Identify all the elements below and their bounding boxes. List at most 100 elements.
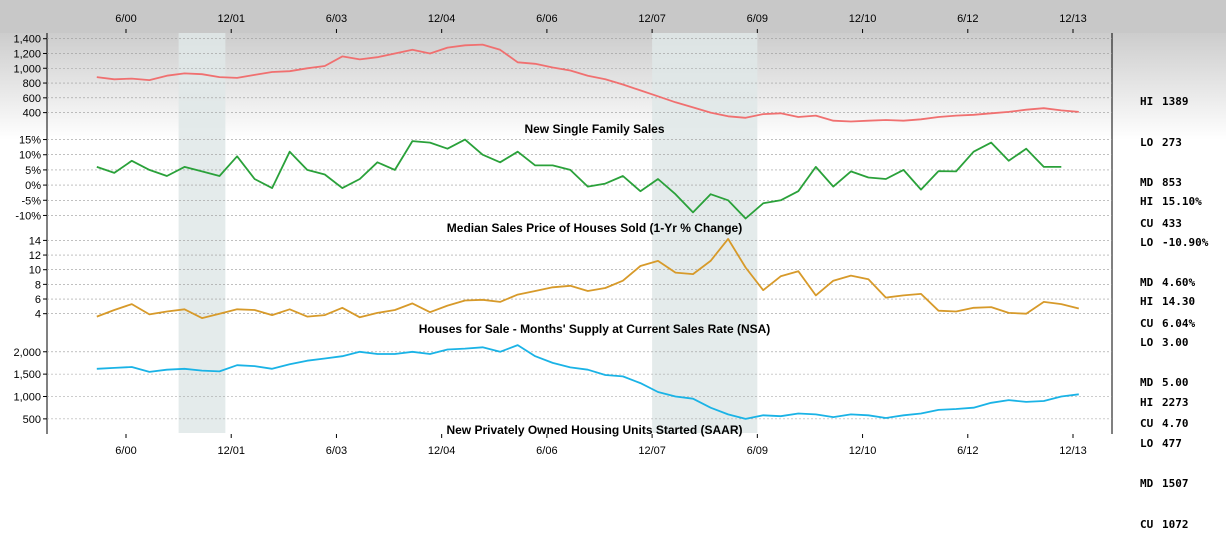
x-tick-label-top: 6/06 xyxy=(536,13,557,25)
x-tick-label-bottom: 12/13 xyxy=(1059,445,1087,457)
x-tick-label-bottom: 6/00 xyxy=(115,445,136,457)
y-tick-label: 5% xyxy=(25,165,41,177)
stat-value: 853 xyxy=(1162,176,1182,189)
x-tick-label-top: 6/00 xyxy=(115,13,136,25)
stat-hi: HI 15.10% xyxy=(1140,195,1226,209)
y-tick-label: 1,000 xyxy=(13,63,41,75)
chart-root: 6/00 6/00 12/01 12/01 6/03 6/03 12/04 12/04 6/06… xyxy=(0,0,1226,531)
stat-value: 1072 xyxy=(1162,517,1189,531)
stat-key: MD xyxy=(1140,276,1154,289)
x-tick-label-bottom: 12/10 xyxy=(849,445,877,457)
y-tick-label: -10% xyxy=(15,210,41,222)
stats-box-2: HI 15.10% LO -10.90% MD 4.60% CU 6.04% xyxy=(1140,168,1226,357)
stat-value: 477 xyxy=(1162,436,1182,450)
x-tick-label-top: 6/12 xyxy=(957,13,978,25)
stat-key: HI xyxy=(1140,396,1154,409)
top-axis-band xyxy=(0,0,1226,33)
stat-value: 14.30 xyxy=(1162,295,1196,308)
x-tick-label-bottom: 12/04 xyxy=(428,445,456,457)
series-line-3 xyxy=(96,237,1080,320)
x-tick-label-bottom: 6/03 xyxy=(326,445,347,457)
stat-cu: CU 1072 xyxy=(1140,518,1226,532)
stat-key: HI xyxy=(1140,295,1154,308)
stat-cu: CU 4.70 xyxy=(1140,417,1226,431)
y-tick-label: 800 xyxy=(23,78,41,90)
y-tick-label: 600 xyxy=(23,93,41,105)
stat-value: 3.00 xyxy=(1162,335,1189,349)
stat-value: 433 xyxy=(1162,216,1182,230)
stat-key: MD xyxy=(1140,176,1154,189)
stat-key: HI xyxy=(1140,95,1154,108)
y-tick-label: 10 xyxy=(29,265,41,277)
x-tick-label-top: 12/04 xyxy=(428,13,456,25)
panel-title: Median Sales Price of Houses Sold (1-Yr … xyxy=(447,221,742,235)
stat-value: 4.60% xyxy=(1162,276,1196,289)
y-tick-label: 15% xyxy=(19,135,41,147)
y-tick-label: 12 xyxy=(29,250,41,262)
stat-md: MD 5.00 xyxy=(1140,376,1226,390)
x-tick-label-bottom: 6/12 xyxy=(957,445,978,457)
stats-box-1: HI 1389 LO 273 MD 853 CU 433 xyxy=(1140,68,1226,257)
stat-md: MD 1507 xyxy=(1140,477,1226,491)
stat-key: LO xyxy=(1140,436,1154,450)
stat-value: -10.90% xyxy=(1162,235,1209,249)
stat-key: CU xyxy=(1140,216,1154,230)
stat-value: 273 xyxy=(1162,135,1182,149)
y-tick-label: 1,000 xyxy=(13,392,41,404)
stats-box-4: HI 2273 LO 477 MD 1507 CU 1072 xyxy=(1140,369,1226,558)
y-tick-label: 0% xyxy=(25,180,41,192)
x-tick-label-top: 12/01 xyxy=(217,13,245,25)
panel-title: New Privately Owned Housing Units Starte… xyxy=(446,423,742,437)
panel-title: New Single Family Sales xyxy=(524,122,664,136)
x-tick-label-bottom: 12/07 xyxy=(638,445,666,457)
stat-md: MD 853 xyxy=(1140,176,1226,190)
stat-key: CU xyxy=(1140,416,1154,430)
stat-cu: CU 6.04% xyxy=(1140,317,1226,331)
y-tick-label: 14 xyxy=(29,235,41,247)
stat-key: CU xyxy=(1140,316,1154,330)
stat-lo: LO 477 xyxy=(1140,437,1226,451)
series-line-4 xyxy=(96,344,1079,420)
stat-hi: HI 14.30 xyxy=(1140,295,1226,309)
stat-value: 1389 xyxy=(1162,95,1189,108)
x-tick-label-bottom: 6/09 xyxy=(747,445,768,457)
stat-value: 5.00 xyxy=(1162,376,1189,389)
stat-key: HI xyxy=(1140,195,1154,208)
x-tick-label-bottom: 6/06 xyxy=(536,445,557,457)
x-tick-label-top: 12/13 xyxy=(1059,13,1087,25)
series-line-2 xyxy=(96,138,1062,220)
stat-value: 1507 xyxy=(1162,477,1189,490)
x-tick-label-top: 6/09 xyxy=(747,13,768,25)
panel-title: Houses for Sale - Months' Supply at Curr… xyxy=(419,322,771,336)
y-tick-label: 500 xyxy=(23,414,41,426)
y-tick-label: 6 xyxy=(35,294,41,306)
y-tick-label: -5% xyxy=(21,195,41,207)
stat-key: LO xyxy=(1140,235,1154,249)
y-tick-label: 10% xyxy=(19,150,41,162)
chart-canvas: 6/00 6/00 12/01 12/01 6/03 6/03 12/04 12/04 6/06… xyxy=(0,0,1226,457)
stat-key: MD xyxy=(1140,376,1154,389)
x-tick-label-bottom: 12/01 xyxy=(217,445,245,457)
stats-box-3: HI 14.30 LO 3.00 MD 5.00 CU 4.70 xyxy=(1140,268,1226,457)
stat-cu: CU 433 xyxy=(1140,217,1226,231)
stat-lo: LO -10.90% xyxy=(1140,236,1226,250)
y-tick-label: 1,200 xyxy=(13,48,41,60)
stat-key: CU xyxy=(1140,517,1154,531)
recession-band xyxy=(178,33,226,433)
x-tick-label-top: 12/07 xyxy=(638,13,666,25)
stat-value: 4.70 xyxy=(1162,416,1189,430)
stat-md: MD 4.60% xyxy=(1140,276,1226,290)
stat-lo: LO 273 xyxy=(1140,136,1226,150)
y-tick-label: 1,400 xyxy=(13,34,41,46)
x-tick-label-top: 12/10 xyxy=(849,13,877,25)
stat-key: MD xyxy=(1140,477,1154,490)
stat-key: LO xyxy=(1140,135,1154,149)
stat-lo: LO 3.00 xyxy=(1140,336,1226,350)
y-tick-label: 2,000 xyxy=(13,347,41,359)
stat-key: LO xyxy=(1140,335,1154,349)
y-tick-label: 1,500 xyxy=(13,369,41,381)
stat-hi: HI 2273 xyxy=(1140,396,1226,410)
x-tick-label-top: 6/03 xyxy=(326,13,347,25)
stat-value: 2273 xyxy=(1162,396,1189,409)
series-line-1 xyxy=(96,43,1079,123)
